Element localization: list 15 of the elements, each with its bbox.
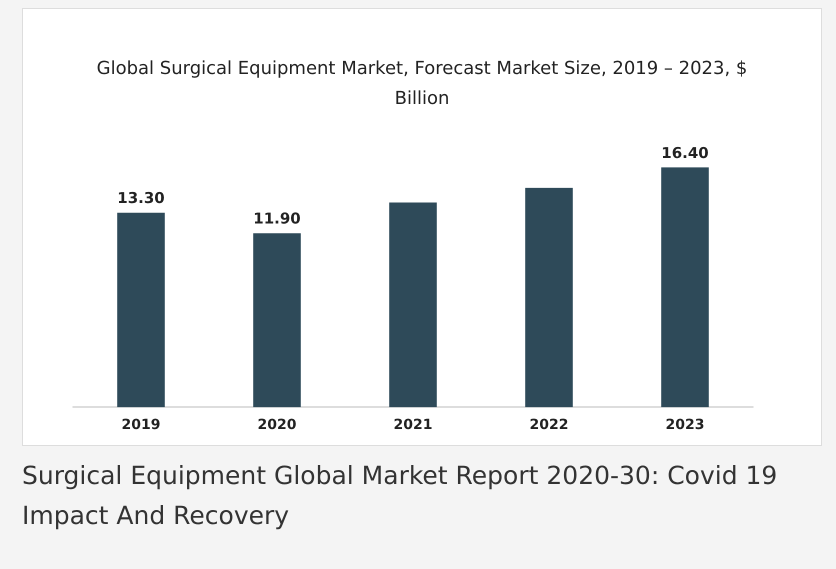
bar [253,233,301,408]
bar [117,212,165,408]
data-label: 11.90 [253,210,301,228]
x-tick-label: 2023 [666,417,704,434]
bar [661,167,709,408]
data-label: 13.30 [117,189,165,208]
x-tick-label: 2019 [122,417,160,434]
x-tick-label: 2021 [394,417,432,434]
chart-title: Global Surgical Equipment Market, Forecast Market Size, 2019 – 2023, $ Billion [96,57,748,111]
x-tick-label: 2020 [258,417,297,434]
bar [389,202,437,408]
bar [525,188,573,408]
x-tick-label: 2022 [530,417,568,434]
data-label: 16.40 [661,144,709,162]
text: Surgical Equipment Global Market Report 2020-30: Covid 19 Impact And Recovery [22,460,778,532]
